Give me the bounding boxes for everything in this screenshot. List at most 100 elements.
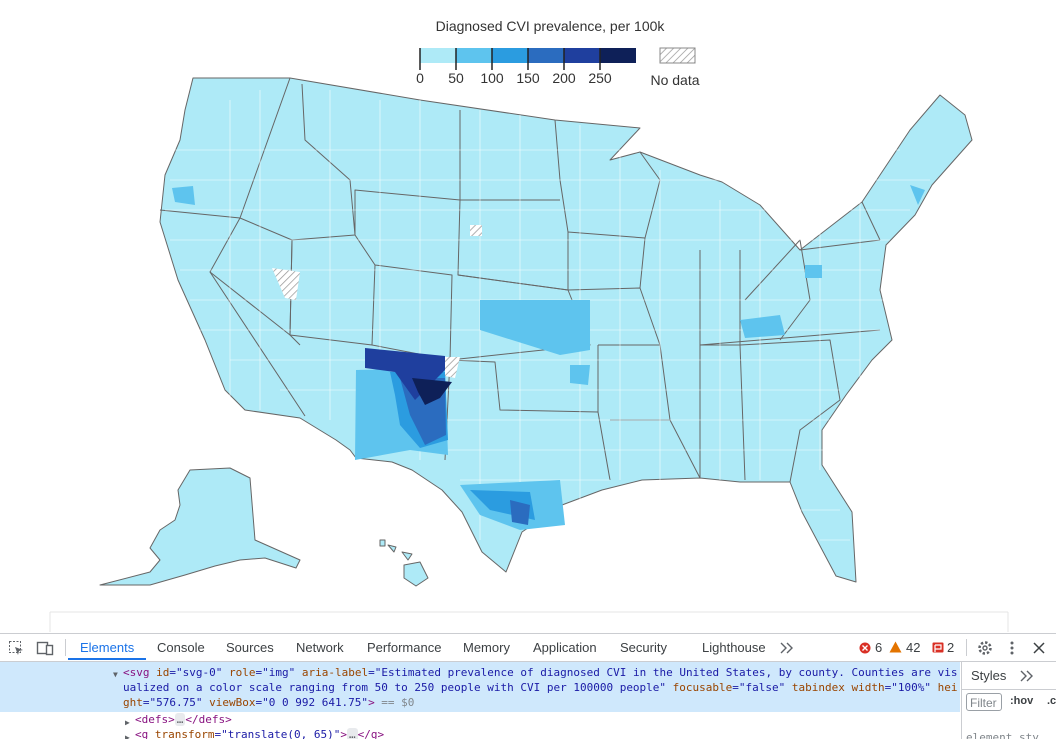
map-view: Diagnosed CVI prevalence, per 100k No da… — [49, 18, 1009, 632]
dom-token: height — [123, 681, 958, 709]
dom-token: <defs> — [135, 713, 175, 726]
dom-token: transform — [148, 728, 215, 739]
legend-tick-label: 50 — [448, 70, 464, 86]
devtools-tab[interactable]: Console — [157, 640, 205, 655]
close-icon[interactable] — [1033, 642, 1045, 654]
us-map — [99, 77, 973, 587]
devtools-toolbar: Elements Console Sources Network Performance… — [0, 634, 1056, 662]
dom-token: ="svg-0" — [169, 666, 223, 679]
legend-swatch — [456, 48, 492, 63]
dom-token: viewBox — [202, 696, 256, 709]
dom-token: </g> — [357, 728, 385, 739]
legend-swatch — [492, 48, 528, 63]
dom-token: ="img" — [255, 666, 296, 679]
hawaii-island — [401, 551, 413, 561]
dom-node[interactable]: ▶ <g transform="translate(0, 65)">… </g> — [0, 727, 960, 739]
dom-token: ="translate(0, 65)" — [214, 728, 341, 739]
legend-swatch — [564, 48, 600, 63]
devtools-tab[interactable]: Lighthouse — [702, 640, 766, 655]
error-icon — [859, 642, 871, 654]
dom-token: aria-label — [295, 666, 369, 679]
legend-title: Diagnosed CVI prevalence, per 100k — [436, 18, 666, 34]
devtools-tab[interactable]: Security — [620, 640, 667, 655]
element-style: element.sty — [966, 731, 1039, 739]
active-tab-indicator — [68, 658, 146, 660]
legend-tick-label: 200 — [552, 70, 576, 86]
issue-icon — [932, 642, 944, 653]
dom-token: ="0 0 992 641.75" — [255, 696, 369, 709]
hawaii-island — [403, 561, 429, 587]
alaska — [99, 467, 301, 586]
devtools-tab[interactable]: Performance — [367, 640, 442, 655]
styles-tab[interactable]: Styles — [971, 668, 1007, 683]
legend-swatch — [528, 48, 564, 63]
dom-token: focusable — [666, 681, 733, 694]
county-group — [910, 185, 925, 205]
dom-token: width — [844, 681, 885, 694]
legend-tick-label: 250 — [588, 70, 612, 86]
settings-icon[interactable] — [977, 640, 993, 656]
devtools-tab[interactable]: Sources — [226, 640, 274, 655]
county-group — [412, 378, 452, 405]
no-data-label: No data — [650, 72, 699, 88]
dom-token: > — [368, 696, 375, 709]
hawaii-island — [379, 539, 386, 547]
legend-tick-label: 100 — [480, 70, 504, 86]
device-icon[interactable] — [36, 640, 54, 656]
hawaii-island — [387, 544, 397, 553]
devtools: Elements Console Sources Network Performance… — [0, 633, 1056, 739]
dom-token: ="false" — [732, 681, 786, 694]
menu-icon[interactable] — [1008, 640, 1016, 656]
dom-token: </defs> — [185, 713, 232, 726]
hawaii — [379, 539, 429, 587]
inspect-icon[interactable] — [8, 640, 24, 656]
expand-toggle[interactable]: ▶ — [125, 733, 130, 739]
dom-token: role — [222, 666, 256, 679]
expand-toggle[interactable]: ▶ — [125, 718, 130, 727]
separator — [962, 689, 1056, 690]
county-group — [480, 300, 590, 355]
dom-token: ="100%" — [884, 681, 931, 694]
hov-toggle[interactable]: :hov — [1010, 695, 1034, 707]
county-group — [570, 365, 590, 385]
state-borders — [159, 77, 881, 483]
dom-token: ="Estimated prevalence of diagnosed CVI … — [123, 666, 958, 694]
issue-count[interactable]: 2 — [947, 640, 955, 655]
dom-node[interactable]: ▶ <defs>… </defs> — [0, 712, 960, 727]
more-side-tabs[interactable] — [1020, 670, 1034, 682]
dom-token: … — [174, 713, 186, 726]
dom-token: == $0 — [374, 696, 415, 709]
filter-input[interactable]: Filter — [966, 693, 1002, 711]
county-group — [805, 265, 822, 278]
dom-token: id — [149, 666, 170, 679]
dom-token: tabindex — [785, 681, 845, 694]
devtools-tab[interactable]: Memory — [463, 640, 510, 655]
legend-swatch — [420, 48, 456, 63]
error-count[interactable]: 6 — [875, 640, 883, 655]
dom-token: … — [346, 728, 358, 739]
devtools-tab[interactable]: Application — [533, 640, 597, 655]
dom-token: > — [340, 728, 347, 739]
no-data-county — [470, 225, 482, 236]
dom-node[interactable]: ▼ <svg id="svg-0" role="img" aria-label="… — [0, 662, 960, 712]
warning-count[interactable]: 42 — [906, 640, 921, 655]
legend-tick-label: 0 — [416, 70, 424, 86]
no-data-swatch — [659, 47, 696, 64]
warning-icon — [889, 641, 902, 653]
styles-pane: Styles Filter :hov .c element.sty — [961, 662, 1056, 739]
dom-token: <g — [135, 728, 149, 739]
separator — [966, 639, 967, 656]
legend-swatch — [600, 48, 636, 63]
county-group — [172, 186, 195, 205]
county-group — [510, 500, 530, 525]
legend-tick-label: 150 — [516, 70, 540, 86]
elements-panel: ▼ <svg id="svg-0" role="img" aria-label="… — [0, 662, 960, 739]
devtools-tab[interactable]: Elements — [80, 640, 135, 655]
separator — [65, 639, 66, 656]
cls-toggle[interactable]: .c — [1047, 695, 1056, 707]
more-tabs[interactable] — [780, 642, 794, 654]
county-group — [740, 315, 785, 338]
expand-toggle[interactable]: ▼ — [113, 670, 118, 679]
devtools-tab[interactable]: Network — [296, 640, 344, 655]
